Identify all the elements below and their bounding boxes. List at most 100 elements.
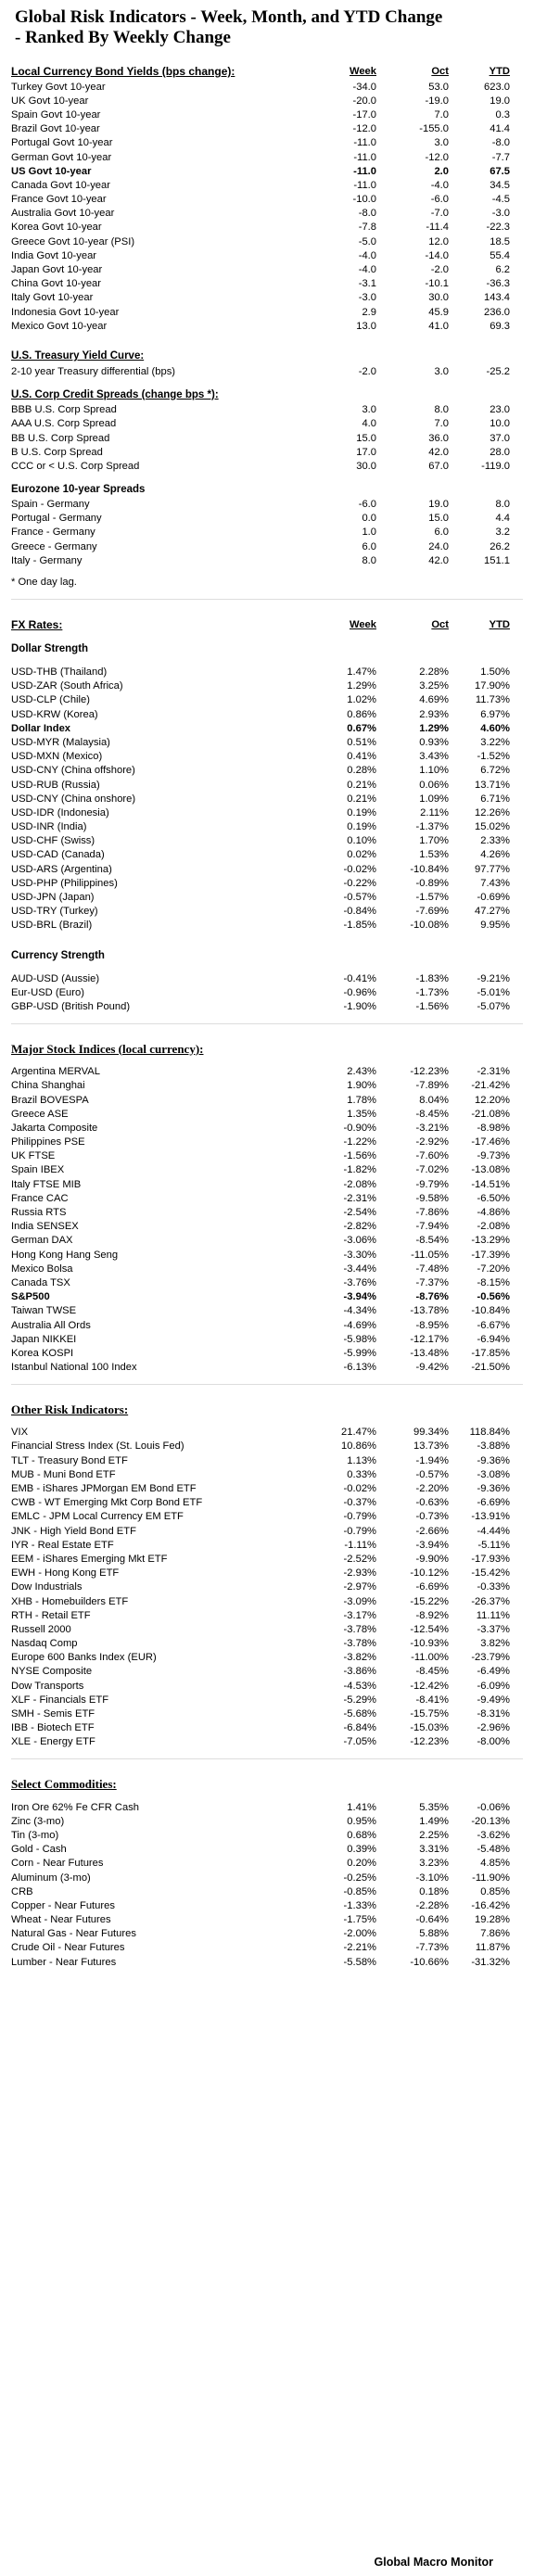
oct-value: 3.25% [419,680,449,692]
table-row: Copper - Near Futures -1.33% -2.28% -16.42% [11,1898,523,1912]
oct-value: 3.31% [419,1844,449,1856]
week-value: 17.0 [356,446,376,458]
table-row: USD-INR (India) 0.19% -1.37% 15.02% [11,820,523,834]
table-row: USD-TRY (Turkey) -0.84% -7.69% 47.27% [11,905,523,919]
oct-value: -7.69% [415,906,449,918]
ytd-value: 11.87% [475,1942,510,1954]
week-value: 0.21% [347,779,376,791]
table-row: Corn - Near Futures 0.20% 3.23% 4.85% [11,1857,523,1871]
row-label: Indonesia Govt 10-year [11,306,120,318]
table-row: Korea KOSPI -5.99% -13.48% -17.85% [11,1346,523,1360]
row-label: Copper - Near Futures [11,1899,115,1911]
week-value: 0.21% [347,793,376,805]
oct-value: -7.37% [415,1276,449,1288]
ytd-value: -17.46% [471,1136,510,1148]
ytd-value: -0.69% [477,892,510,904]
table-row: US Govt 10-year -11.0 2.0 67.5 [11,164,523,178]
oct-value: -1.94% [415,1454,449,1466]
oct-value: 19.0 [428,499,449,511]
week-value: 1.78% [347,1094,376,1106]
row-label: BBB U.S. Corp Spread [11,404,117,416]
table-row: XHB - Homebuilders ETF -3.09% -15.22% -26.3… [11,1594,523,1608]
table-row: EEM - iShares Emerging Mkt ETF -2.52% -9.9… [11,1552,523,1566]
ytd-value: -5.07% [477,1000,510,1012]
oct-value: -2.0 [430,264,449,276]
week-value: -1.85% [343,920,376,932]
table-row: CCC or < U.S. Corp Spread 30.0 67.0 -119.0 [11,459,523,473]
oct-value: 7.0 [434,418,449,430]
row-label: Philippines PSE [11,1136,85,1148]
row-label: Dow Transports [11,1680,84,1692]
week-value: -4.0 [358,264,376,276]
ytd-value: -8.00% [477,1736,510,1748]
table-row: S&P500 -3.94% -8.76% -0.56% [11,1290,523,1304]
risk-header-row: Other Risk Indicators: [11,1402,523,1418]
row-label: Australia Govt 10-year [11,208,115,220]
table-row: Portugal Govt 10-year -11.0 3.0 -8.0 [11,136,523,150]
ytd-value: -13.91% [471,1511,510,1523]
row-label: Zinc (3-mo) [11,1815,65,1827]
week-value: -1.33% [343,1899,376,1911]
row-label: S&P500 [11,1291,50,1303]
oct-value: -12.54% [410,1623,449,1635]
ytd-value: 143.4 [484,292,510,304]
week-value: 0.20% [347,1858,376,1870]
row-label: Istanbul National 100 Index [11,1362,137,1374]
row-label: Italy Govt 10-year [11,292,94,304]
table-row: BB U.S. Corp Spread 15.0 36.0 37.0 [11,431,523,445]
row-label: Jakarta Composite [11,1122,98,1134]
table-row: Tin (3-mo) 0.68% 2.25% -3.62% [11,1828,523,1842]
oct-value: 5.35% [419,1801,449,1813]
ytd-value: 47.27% [475,906,510,918]
table-row: Greece - Germany 6.0 24.0 26.2 [11,539,523,553]
week-value: -17.0 [352,108,377,121]
ytd-value: 19.0 [490,95,510,107]
week-value: -0.85% [343,1885,376,1897]
table-row: Jakarta Composite -0.90% -3.21% -8.98% [11,1121,523,1135]
ytd-value: 4.4 [495,513,510,525]
ytd-value: 0.85% [480,1885,510,1897]
oct-value: -15.75% [410,1708,449,1720]
row-label: UK Govt 10-year [11,95,89,107]
ytd-value: -3.0 [491,208,510,220]
table-row: MUB - Muni Bond ETF 0.33% -0.57% -3.08% [11,1467,523,1481]
row-label: German Govt 10-year [11,151,112,163]
row-label: NYSE Composite [11,1666,93,1678]
row-label: EEM - iShares Emerging Mkt ETF [11,1553,168,1565]
week-value: -1.82% [343,1164,376,1176]
ytd-value: 236.0 [484,306,510,318]
row-label: Spain Govt 10-year [11,108,101,121]
row-label: Italy FTSE MIB [11,1178,82,1190]
table-row: CWB - WT Emerging Mkt Corp Bond ETF -0.37… [11,1496,523,1510]
oct-value: -0.89% [415,877,449,889]
table-row: Spain IBEX -1.82% -7.02% -13.08% [11,1163,523,1177]
oct-value: -8.54% [415,1235,449,1247]
col-ytd: YTD [489,66,510,77]
week-value: 0.19% [347,806,376,818]
week-value: 3.0 [362,404,376,416]
row-label: EMB - iShares JPMorgan EM Bond ETF [11,1483,197,1495]
oct-value: -1.57% [415,892,449,904]
table-row: EMB - iShares JPMorgan EM Bond ETF -0.02%… [11,1481,523,1495]
fx2-table: AUD-USD (Aussie) -0.41% -1.83% -9.21% Eur-US… [11,971,523,1014]
row-label: CWB - WT Emerging Mkt Corp Bond ETF [11,1497,203,1509]
row-label: Portugal Govt 10-year [11,137,113,149]
ytd-value: -6.69% [477,1497,510,1509]
table-row: AAA U.S. Corp Spread 4.0 7.0 10.0 [11,417,523,431]
row-label: RTH - Retail ETF [11,1609,91,1621]
oct-value: -9.79% [415,1178,449,1190]
row-label: VIX [11,1427,29,1439]
table-row: USD-MYR (Malaysia) 0.51% 0.93% 3.22% [11,735,523,749]
oct-value: -1.83% [415,972,449,984]
table-row: France - Germany 1.0 6.0 3.2 [11,526,523,539]
oct-value: 15.0 [428,513,449,525]
week-value: 2.43% [347,1066,376,1078]
week-value: -0.57% [343,892,376,904]
week-value: -5.98% [343,1333,376,1345]
week-value: -2.00% [343,1928,376,1940]
table-row: Greece Govt 10-year (PSI) -5.0 12.0 18.5 [11,235,523,248]
oct-value: 42.0 [428,554,449,566]
oct-value: -15.22% [410,1595,449,1607]
oct-value: -13.78% [410,1305,449,1317]
ytd-value: 3.82% [480,1638,510,1650]
